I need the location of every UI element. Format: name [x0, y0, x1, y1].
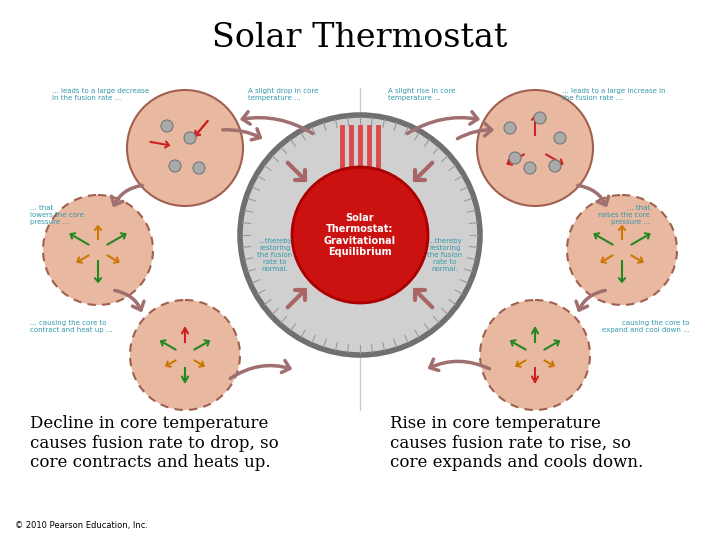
Circle shape	[534, 112, 546, 124]
Circle shape	[480, 300, 590, 410]
Text: ... causing the core to
contract and heat up ...: ... causing the core to contract and hea…	[30, 320, 112, 333]
Text: ... that
raises the core
pressure ...: ... that raises the core pressure ...	[598, 205, 650, 225]
Circle shape	[193, 162, 205, 174]
Circle shape	[169, 160, 181, 172]
Text: ... leads to a large increase in
the fusion rate ...: ... leads to a large increase in the fus…	[562, 88, 665, 101]
Circle shape	[554, 132, 566, 144]
Text: Solar
Thermostat:
Gravitational
Equilibrium: Solar Thermostat: Gravitational Equilibr…	[324, 213, 396, 258]
Circle shape	[161, 120, 173, 132]
Text: © 2010 Pearson Education, Inc.: © 2010 Pearson Education, Inc.	[15, 521, 148, 530]
Text: A slight rise in core
temperature ...: A slight rise in core temperature ...	[388, 88, 455, 101]
Circle shape	[509, 152, 521, 164]
Text: ...thereby
restoring
the fusion
rate to
normal.: ...thereby restoring the fusion rate to …	[428, 238, 462, 272]
Circle shape	[524, 162, 536, 174]
Circle shape	[240, 115, 480, 355]
Circle shape	[477, 90, 593, 206]
Circle shape	[184, 132, 196, 144]
Circle shape	[130, 300, 240, 410]
Circle shape	[567, 195, 677, 305]
Text: ... leads to a large decrease
in the fusion rate ...: ... leads to a large decrease in the fus…	[52, 88, 149, 101]
Text: ...thereby
restoring
the fusion
rate to
normal.: ...thereby restoring the fusion rate to …	[258, 238, 292, 272]
Text: A slight drop in core
temperature ...: A slight drop in core temperature ...	[248, 88, 318, 101]
Text: Decline in core temperature
causes fusion rate to drop, so
core contracts and he: Decline in core temperature causes fusio…	[30, 415, 279, 471]
Text: Solar Thermostat: Solar Thermostat	[212, 22, 508, 54]
Circle shape	[549, 160, 561, 172]
Text: Rise in core temperature
causes fusion rate to rise, so
core expands and cools d: Rise in core temperature causes fusion r…	[390, 415, 643, 471]
Text: ... that
lowers the core
pressure ...: ... that lowers the core pressure ...	[30, 205, 84, 225]
Text: causing the core to
expand and cool down ...: causing the core to expand and cool down…	[602, 320, 690, 333]
Circle shape	[292, 167, 428, 303]
Circle shape	[127, 90, 243, 206]
Circle shape	[43, 195, 153, 305]
Circle shape	[504, 122, 516, 134]
